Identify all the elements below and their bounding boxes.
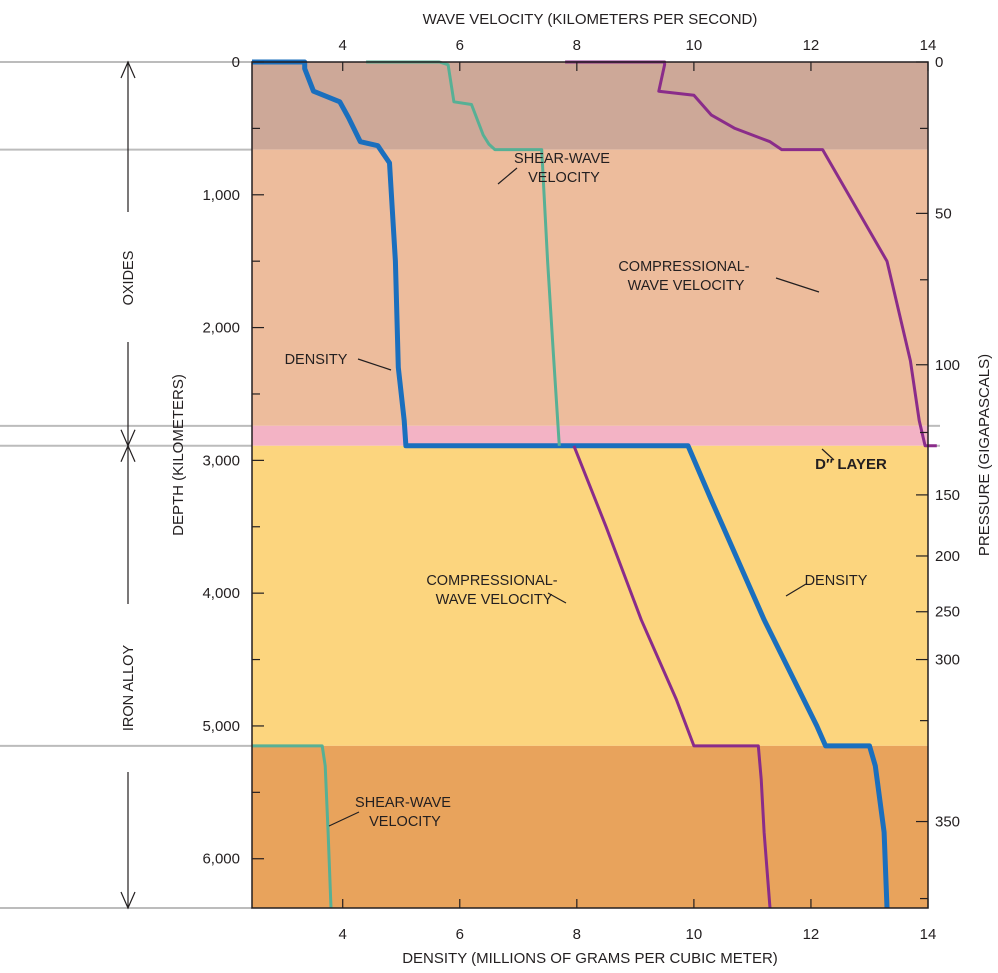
compressional-upper-line1: COMPRESSIONAL- (618, 259, 749, 275)
iron-alloy-arrow-head-bottom (120, 891, 136, 910)
leader-d-layer (821, 448, 835, 461)
layer-bands (252, 62, 928, 908)
shear-wave-label-upper: SHEAR-WAVE VELOCITY (514, 151, 614, 186)
axis-ticks: 4 6 8 10 12 144 6 8 10 12 1401,0002,0003,0004,0005… (202, 37, 960, 943)
layer-band-lower-mantle (252, 149, 928, 426)
layer-band-upper-mantle (252, 62, 928, 150)
compressional-lower-line2: WAVE VELOCITY (436, 592, 553, 608)
bottom-tick-label-4: 4 (339, 926, 347, 943)
leader-shear-lower (328, 811, 360, 827)
annotation-leader-lines (328, 167, 835, 827)
right-tick-label-200: 200 (935, 548, 960, 565)
bottom-tick-label-12: 12 (803, 926, 820, 943)
compressional-upper-line2: WAVE VELOCITY (628, 278, 745, 294)
top-tick-label-4: 4 (339, 37, 347, 54)
d-layer-label: D″ LAYER (815, 456, 887, 473)
compressional-label-lower: COMPRESSIONAL- WAVE VELOCITY (426, 573, 561, 608)
shear-wave-upper-line2: VELOCITY (528, 170, 600, 186)
right-tick-label-100: 100 (935, 357, 960, 374)
right-tick-label-0: 0 (935, 54, 943, 71)
bottom-tick-label-8: 8 (573, 926, 581, 943)
density-label-upper: DENSITY (285, 352, 348, 368)
series-line-compressional-wave-velocity-0 (565, 60, 937, 448)
side-arrows (120, 60, 136, 910)
right-tick-label-150: 150 (935, 487, 960, 504)
left-axis-title: DEPTH (KILOMETERS) (170, 374, 187, 536)
left-tick-label-6000: 6,000 (202, 851, 240, 868)
series-line-shear-wave-velocity-0 (366, 60, 561, 446)
data-series (252, 59, 937, 909)
density-label-lower: DENSITY (805, 573, 868, 589)
iron-alloy-arrow-head-top (120, 444, 136, 463)
bottom-tick-label-14: 14 (920, 926, 937, 943)
right-tick-label-350: 350 (935, 814, 960, 831)
shear-wave-label-lower: SHEAR-WAVE VELOCITY (355, 795, 455, 830)
shear-wave-lower-line1: SHEAR-WAVE (355, 795, 451, 811)
iron-alloy-label: IRON ALLOY (121, 645, 137, 732)
series-line-compressional-wave-velocity-1 (572, 445, 772, 909)
top-tick-label-14: 14 (920, 37, 937, 54)
leader-shear-upper (497, 167, 518, 185)
layer-band-outer-core (252, 445, 928, 746)
layer-band-d-double-prime-layer (252, 425, 928, 446)
compressional-lower-line1: COMPRESSIONAL- (426, 573, 557, 589)
series-line-density-0 (252, 59, 890, 909)
boundary-lines (0, 61, 940, 909)
shear-wave-lower-line2: VELOCITY (369, 814, 441, 830)
left-tick-label-0: 0 (232, 54, 240, 71)
left-tick-label-3000: 3,000 (202, 452, 240, 469)
bottom-tick-label-10: 10 (686, 926, 703, 943)
leader-compressional-lower (547, 592, 567, 604)
series-line-shear-wave-velocity-1 (252, 744, 333, 909)
oxides-arrow-head-top (120, 60, 136, 79)
top-tick-label-12: 12 (803, 37, 820, 54)
leader-density-lower (785, 583, 807, 597)
left-tick-label-5000: 5,000 (202, 718, 240, 735)
compressional-label-upper: COMPRESSIONAL- WAVE VELOCITY (618, 259, 753, 294)
bottom-tick-label-6: 6 (456, 926, 464, 943)
leader-compressional-upper (775, 277, 820, 293)
oxides-label: OXIDES (121, 251, 137, 306)
right-axis-title: PRESSURE (GIGAPASCALS) (976, 354, 993, 556)
right-tick-label-300: 300 (935, 652, 960, 669)
bottom-axis-title: DENSITY (MILLIONS OF GRAMS PER CUBIC MET… (402, 950, 778, 967)
top-tick-label-8: 8 (573, 37, 581, 54)
top-tick-label-10: 10 (686, 37, 703, 54)
left-tick-label-1000: 1,000 (202, 187, 240, 204)
right-tick-label-250: 250 (935, 604, 960, 621)
left-tick-label-4000: 4,000 (202, 585, 240, 602)
layer-band-inner-core (252, 745, 928, 908)
right-tick-label-50: 50 (935, 205, 952, 222)
leader-density-upper (357, 358, 392, 371)
top-axis-title: WAVE VELOCITY (KILOMETERS PER SECOND) (423, 11, 758, 28)
top-tick-label-6: 6 (456, 37, 464, 54)
left-tick-label-2000: 2,000 (202, 320, 240, 337)
plot-frame (251, 61, 929, 909)
shear-wave-upper-line1: SHEAR-WAVE (514, 151, 610, 167)
